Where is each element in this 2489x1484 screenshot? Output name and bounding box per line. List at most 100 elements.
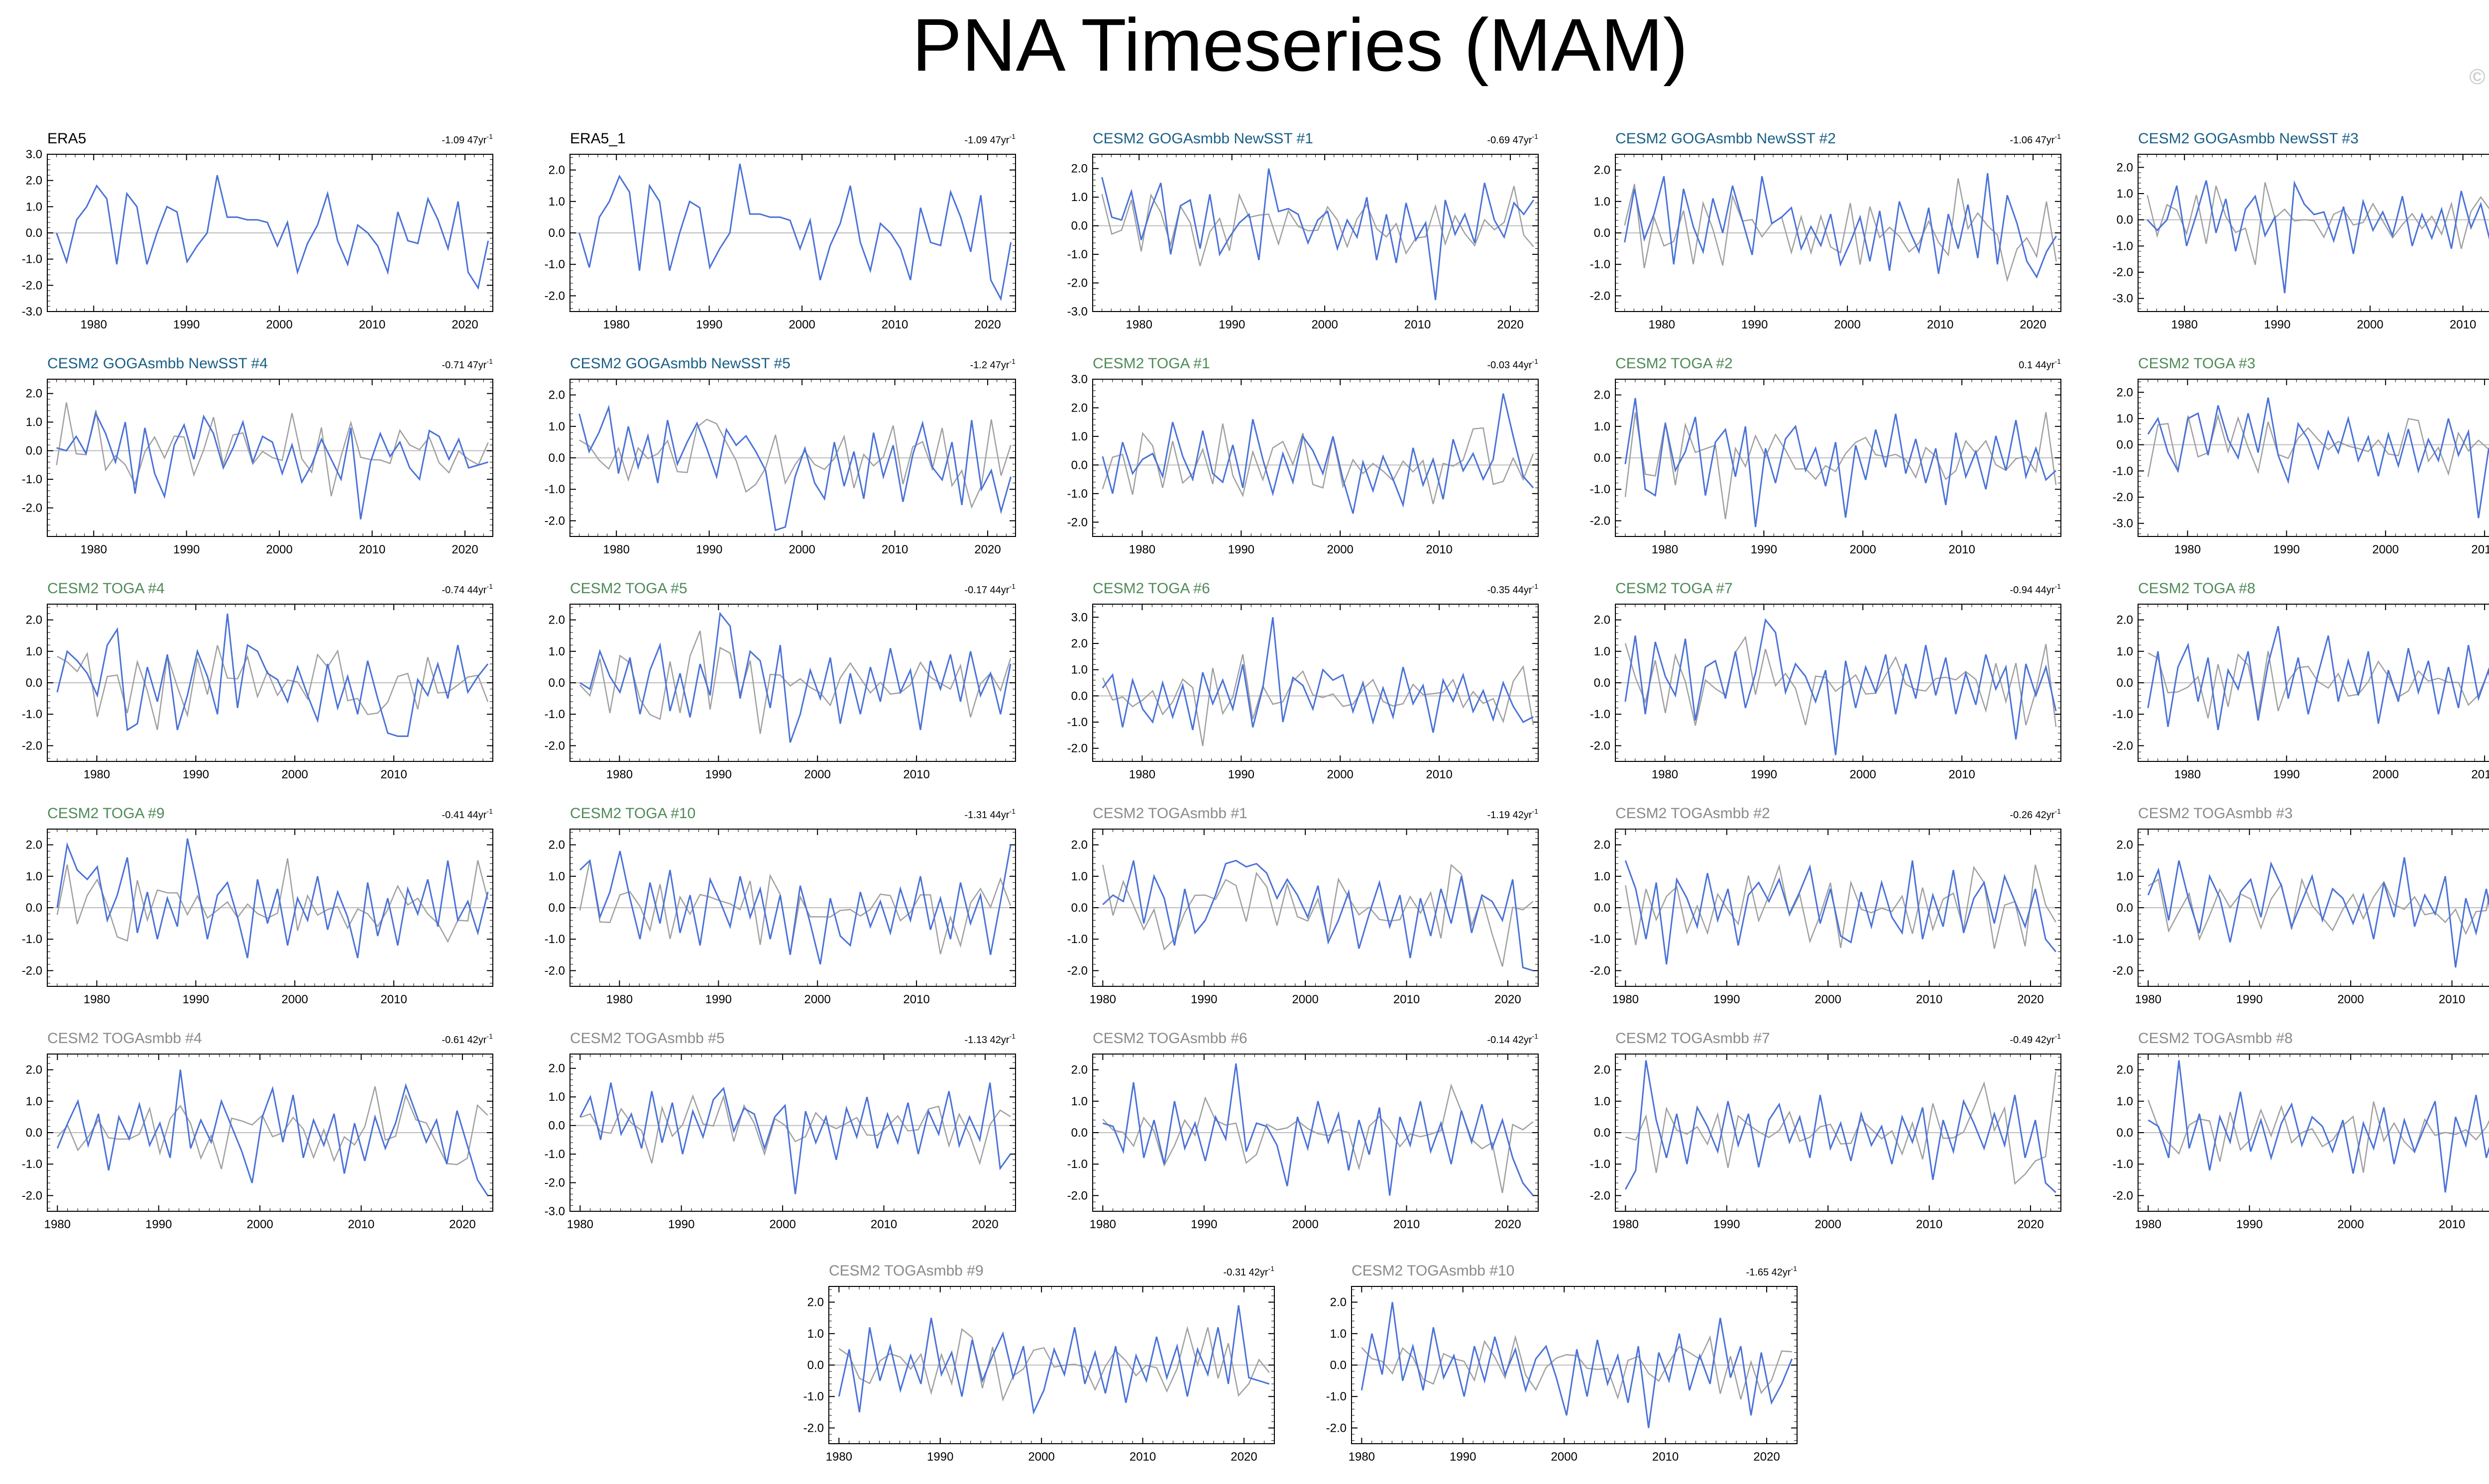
x-tick-label: 2000 <box>282 768 308 781</box>
x-tick-label: 1990 <box>705 768 732 781</box>
panel-title: CESM2 GOGAsmbb NewSST #2 <box>1615 130 1836 147</box>
panel-24: CESM2 TOGAsmbb #7 -0.49 42yr-1 2.0 1.0 0.0 -1… <box>1590 1030 2061 1231</box>
y-tick-label: 0.0 <box>26 444 42 458</box>
y-tick-label: 2.0 <box>1071 401 1088 415</box>
reference-line <box>57 645 489 731</box>
x-tick-label: 1980 <box>567 1218 593 1231</box>
y-tick-label: -1.0 <box>1590 708 1610 721</box>
panel-title: CESM2 GOGAsmbb NewSST #5 <box>570 355 791 372</box>
x-tick-label: 1990 <box>927 1450 953 1464</box>
x-tick-label: 2000 <box>266 543 292 556</box>
y-tick-label: 1.0 <box>1071 870 1088 883</box>
copyright-label: © CVDP-LE <box>2469 65 2489 89</box>
y-tick-label: 1.0 <box>1594 420 1610 433</box>
y-tick-label: 0.0 <box>1071 458 1088 472</box>
series-line <box>578 405 1012 531</box>
y-tick-label: 1.0 <box>1594 870 1610 883</box>
y-tick-label: -2.0 <box>22 964 42 977</box>
x-tick-label: 1980 <box>603 543 630 556</box>
x-tick-label: 2010 <box>2439 1218 2465 1231</box>
x-tick-label: 1980 <box>1649 318 1675 331</box>
series-line <box>2147 397 2489 519</box>
trend-label: -1.13 42yr-1 <box>964 1032 1016 1046</box>
panel-title: CESM2 TOGA #1 <box>1093 355 1210 372</box>
reference-line <box>1624 636 2057 727</box>
page-title: PNA Timeseries (MAM) <box>912 3 1688 87</box>
y-tick-label: -2.0 <box>2113 266 2133 279</box>
x-tick-label: 1990 <box>2236 1218 2263 1231</box>
y-tick-label: -1.0 <box>1067 933 1088 946</box>
x-tick-label: 1990 <box>1228 543 1254 556</box>
y-tick-label: -2.0 <box>545 289 565 303</box>
y-tick-label: -2.0 <box>2113 739 2133 752</box>
y-tick-label: 2.0 <box>549 389 565 402</box>
x-tick-label: 1980 <box>81 543 107 556</box>
reference-line <box>578 419 1012 509</box>
y-tick-label: -1.0 <box>545 708 565 721</box>
x-tick-label: 1990 <box>1751 768 1777 781</box>
y-tick-label: 0.0 <box>549 901 565 915</box>
y-tick-label: 2.0 <box>26 614 42 627</box>
series-line <box>56 613 489 737</box>
panel-title: CESM2 TOGAsmbb #6 <box>1093 1030 1247 1047</box>
y-tick-label: -2.0 <box>1590 1189 1610 1202</box>
panel-21: CESM2 TOGAsmbb #4 -0.61 42yr-1 2.0 1.0 0.0 -1… <box>22 1030 493 1231</box>
trend-label: -0.14 42yr-1 <box>1487 1032 1538 1046</box>
y-tick-label: 2.0 <box>1594 1063 1610 1077</box>
x-tick-label: 2000 <box>266 318 292 331</box>
panel-18: CESM2 TOGAsmbb #1 -1.19 42yr-1 2.0 1.0 0.0 -1… <box>1067 805 1539 1006</box>
y-tick-label: 1.0 <box>549 195 565 209</box>
x-tick-label: 1980 <box>44 1218 71 1231</box>
reference-line <box>838 1326 1270 1402</box>
y-tick-label: 2.0 <box>2117 1063 2133 1077</box>
y-tick-label: 1.0 <box>807 1327 824 1341</box>
y-tick-label: 0.0 <box>26 1126 42 1140</box>
y-tick-label: 2.0 <box>26 387 42 401</box>
trend-label: -0.94 44yr-1 <box>2010 582 2061 596</box>
y-tick-label: 1.0 <box>26 416 42 429</box>
y-tick-label: 1.0 <box>26 1095 42 1108</box>
reference-line <box>1624 412 2057 520</box>
y-tick-label: 0.0 <box>549 676 565 690</box>
reference-line <box>579 1094 1011 1166</box>
y-tick-label: 1.0 <box>26 200 42 213</box>
y-tick-label: -1.0 <box>2113 239 2133 253</box>
panel-10: CESM2 TOGA #3-1.29 44yr-12.01.00.0-1.0-2… <box>2113 355 2489 556</box>
y-tick-label: 0.0 <box>1071 689 1088 703</box>
series-line <box>56 411 489 520</box>
x-tick-label: 1990 <box>1191 1218 1217 1231</box>
x-tick-label: 1990 <box>183 768 209 781</box>
series-line <box>838 1305 1270 1415</box>
y-tick-label: 0.0 <box>1594 676 1610 690</box>
x-tick-label: 1980 <box>2135 993 2161 1006</box>
x-tick-label: 1980 <box>1090 1218 1116 1231</box>
plot-frame <box>1092 604 1539 762</box>
panel-title: CESM2 GOGAsmbb NewSST #1 <box>1093 130 1313 147</box>
panel-17: CESM2 TOGA #10 -1.31 44yr-1 2.0 1.0 0.0 -1.0 -… <box>545 805 1016 1006</box>
x-tick-label: 2000 <box>1814 1218 1841 1231</box>
y-tick-label: -1.0 <box>1067 487 1088 501</box>
y-tick-label: -2.0 <box>1590 739 1610 752</box>
trend-label: -0.26 42yr-1 <box>2010 807 2061 821</box>
reference-line <box>2148 650 2489 719</box>
y-tick-label: -1.0 <box>2113 1158 2133 1171</box>
y-tick-label: 0.0 <box>549 226 565 240</box>
panel-12: CESM2 TOGA #5 -0.17 44yr-1 2.0 1.0 0.0 -1.0 -2… <box>545 580 1016 781</box>
y-tick-label: -1.0 <box>2113 464 2133 478</box>
y-tick-label: -3.0 <box>1067 305 1088 318</box>
y-tick-label: 2.0 <box>807 1296 824 1309</box>
trend-label: -1.31 44yr-1 <box>964 807 1016 821</box>
x-tick-label: 2000 <box>2373 768 2399 781</box>
reference-line <box>1102 863 1534 967</box>
panel-13: CESM2 TOGA #6 -0.35 44yr-1 3.0 2.0 1.0 0.0 -1.… <box>1067 580 1539 781</box>
reference-line <box>56 858 489 943</box>
y-tick-label: -1.0 <box>22 1158 42 1171</box>
reference-line <box>579 860 1012 955</box>
series-line <box>2147 180 2489 294</box>
x-tick-label: 1980 <box>1126 318 1152 331</box>
trend-label: -0.17 44yr-1 <box>964 582 1016 596</box>
series-line <box>579 1082 1012 1194</box>
y-tick-label: -2.0 <box>22 1189 42 1202</box>
x-tick-label: 1980 <box>603 318 630 331</box>
trend-label: -0.35 44yr-1 <box>1487 582 1538 596</box>
